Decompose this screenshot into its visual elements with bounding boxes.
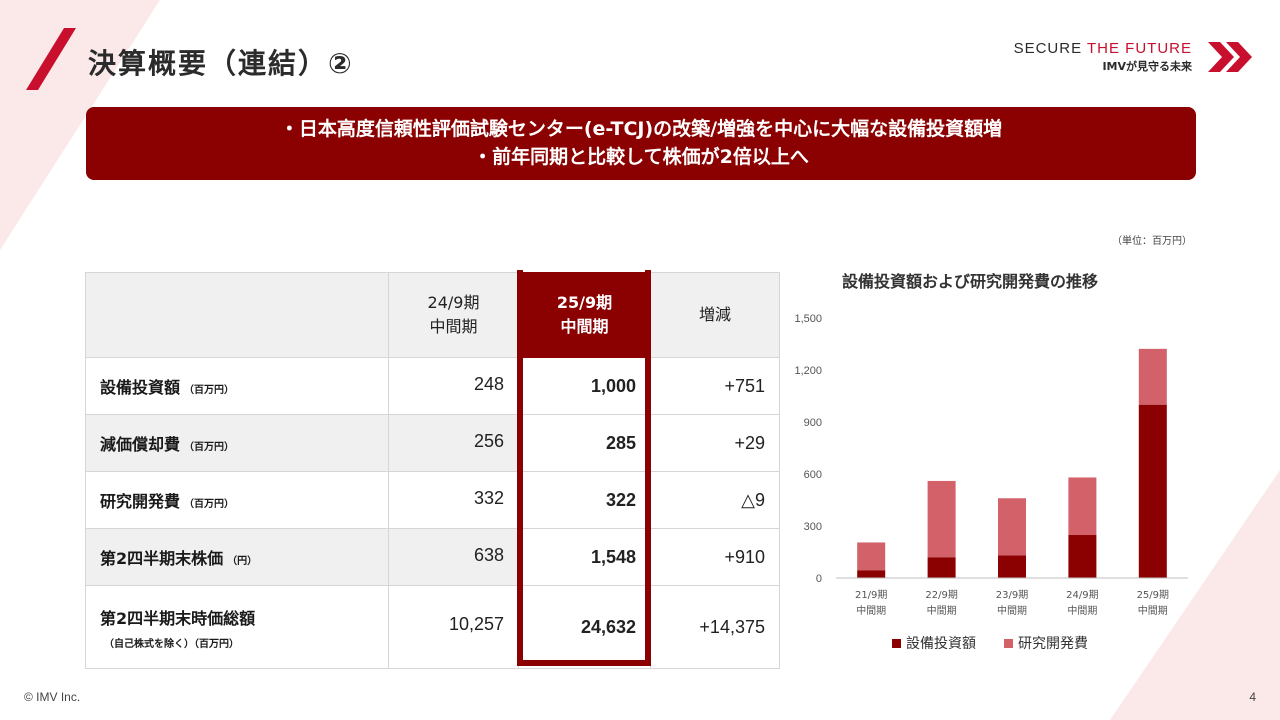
banner-line-1: ・日本高度信頼性評価試験センター(e-TCJ)の改築/増強を中心に大幅な設備投資… <box>279 118 1003 140</box>
page-number: 4 <box>1249 690 1256 704</box>
current-value: 1,000 <box>518 357 651 415</box>
x-tick-label: 23/9期 <box>996 589 1028 601</box>
current-value: 322 <box>518 471 651 529</box>
highlight-banner: ・日本高度信頼性評価試験センター(e-TCJ)の改築/増強を中心に大幅な設備投資… <box>86 107 1196 180</box>
y-tick-label: 1,200 <box>794 365 822 377</box>
x-tick-label-sub: 中間期 <box>1067 604 1097 617</box>
legend-swatch <box>892 639 901 648</box>
summary-table: 24/9期 中間期 25/9期 中間期 増減 設備投資額 （百万円） 248 1,00… <box>85 270 780 669</box>
prev-value: 256 <box>388 414 519 472</box>
bar-segment-rd <box>1138 348 1167 405</box>
header-diff: 増減 <box>650 272 780 358</box>
prev-value: 248 <box>388 357 519 415</box>
row-label: 第2四半期末時価総額 （自己株式を除く）（百万円） <box>85 585 389 669</box>
chart-title: 設備投資額および研究開発費の推移 <box>842 272 1099 291</box>
x-tick-label-sub: 中間期 <box>1138 604 1168 617</box>
x-tick-label: 25/9期 <box>1137 589 1169 601</box>
y-tick-label: 900 <box>804 417 822 429</box>
bar-segment-capex <box>1068 535 1097 578</box>
row-label: 設備投資額 （百万円） <box>85 357 389 415</box>
header-prev-period: 24/9期 中間期 <box>388 272 519 358</box>
diff-value: +14,375 <box>650 585 780 669</box>
double-chevron-icon <box>1208 42 1252 72</box>
bar-segment-capex <box>857 570 886 578</box>
table-row: 第2四半期末株価 （円） 638 1,548 +910 <box>85 528 780 586</box>
x-tick-label: 21/9期 <box>855 589 887 601</box>
prev-value: 638 <box>388 528 519 586</box>
diff-value: +751 <box>650 357 780 415</box>
diff-value: +910 <box>650 528 780 586</box>
brand-sub-text: IMVが見守る未来 <box>1102 60 1192 73</box>
table-header-row: 24/9期 中間期 25/9期 中間期 増減 <box>85 272 780 358</box>
header-current-period: 25/9期 中間期 <box>518 272 651 358</box>
page-title: 決算概要（連結）② <box>88 47 354 80</box>
y-tick-label: 0 <box>816 573 822 585</box>
legend-swatch <box>1004 639 1013 648</box>
x-tick-label-sub: 中間期 <box>927 604 957 617</box>
table-row: 設備投資額 （百万円） 248 1,000 +751 <box>85 357 780 415</box>
y-tick-label: 300 <box>804 521 822 533</box>
diff-value: +29 <box>650 414 780 472</box>
title-slash-icon <box>26 28 76 90</box>
table-row: 第2四半期末時価総額 （自己株式を除く）（百万円） 10,257 24,632 +… <box>85 585 780 669</box>
row-label: 研究開発費 （百万円） <box>85 471 389 529</box>
x-tick-label: 22/9期 <box>925 589 957 601</box>
table-row: 減価償却費 （百万円） 256 285 +29 <box>85 414 780 472</box>
x-tick-label: 24/9期 <box>1066 589 1098 601</box>
bar-segment-capex <box>927 557 956 578</box>
bar-segment-capex <box>1138 404 1167 578</box>
y-tick-label: 1,500 <box>794 313 822 325</box>
prev-value: 332 <box>388 471 519 529</box>
table-row: 研究開発費 （百万円） 332 322 △9 <box>85 471 780 529</box>
current-value: 285 <box>518 414 651 472</box>
unit-note: （単位：百万円） <box>1112 236 1192 247</box>
diff-value: △9 <box>650 471 780 529</box>
copyright: © IMV Inc. <box>24 690 81 704</box>
bar-segment-rd <box>857 542 886 571</box>
x-tick-label-sub: 中間期 <box>997 604 1027 617</box>
bar-segment-rd <box>1068 477 1097 536</box>
row-label: 第2四半期末株価 （円） <box>85 528 389 586</box>
header-empty-cell <box>85 272 389 358</box>
bar-segment-rd <box>998 498 1026 556</box>
legend-label: 設備投資額 <box>906 636 976 652</box>
legend-label: 研究開発費 <box>1018 636 1088 652</box>
banner-line-2: ・前年同期と比較して株価が2倍以上へ <box>473 146 809 168</box>
brand-main-text: SECURE THE FUTURE <box>1013 40 1192 57</box>
brand-logo: SECURE THE FUTURE IMVが見守る未来 <box>1014 40 1254 74</box>
bar-segment-rd <box>927 480 956 558</box>
current-value: 24,632 <box>518 585 651 669</box>
x-tick-label-sub: 中間期 <box>856 604 886 617</box>
bar-segment-capex <box>998 555 1026 578</box>
current-value: 1,548 <box>518 528 651 586</box>
prev-value: 10,257 <box>388 585 519 669</box>
y-tick-label: 600 <box>804 469 822 481</box>
row-label: 減価償却費 （百万円） <box>85 414 389 472</box>
